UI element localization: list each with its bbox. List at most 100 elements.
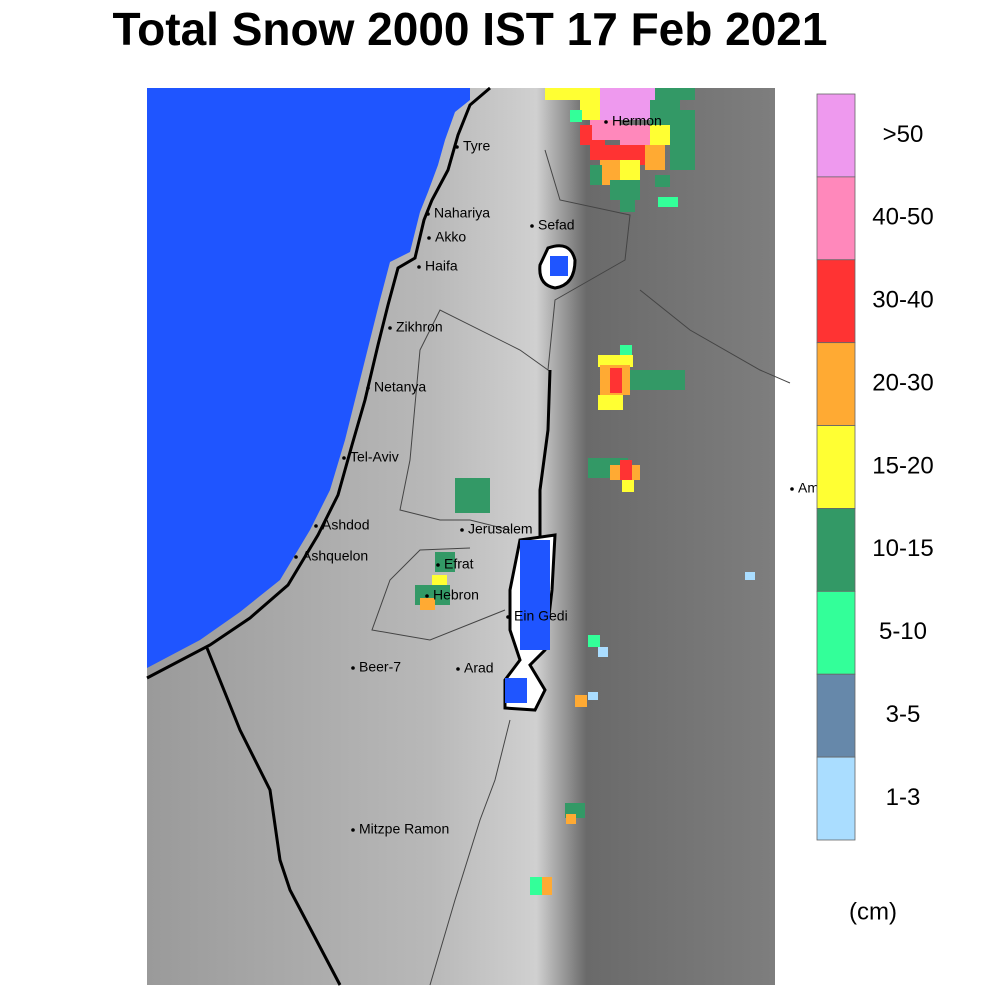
snow-cell xyxy=(620,125,650,145)
snow-cell xyxy=(622,480,634,492)
legend-label: 30-40 xyxy=(872,287,933,314)
snow-cell xyxy=(610,368,622,393)
legend-swatch xyxy=(816,259,856,344)
city-dot xyxy=(790,487,794,491)
unit-label: (cm) xyxy=(849,898,897,925)
city-label: Netanya xyxy=(374,379,426,395)
snow-cell xyxy=(600,160,620,185)
city-dot xyxy=(427,236,431,240)
lake xyxy=(550,256,568,276)
snow-cell xyxy=(630,370,685,390)
snow-cell xyxy=(570,110,582,122)
legend-label: 40-50 xyxy=(872,204,933,231)
legend-swatch xyxy=(816,425,856,509)
city-dot xyxy=(426,212,430,216)
city-dot xyxy=(314,524,318,528)
city-dot xyxy=(455,145,459,149)
snow-cell xyxy=(620,460,632,480)
city-label: Ashquelon xyxy=(302,548,368,564)
snow-cell xyxy=(600,88,655,100)
city-label: Nahariya xyxy=(434,205,490,221)
city-dot xyxy=(351,666,355,670)
lake xyxy=(520,540,550,650)
snow-cell xyxy=(545,88,600,100)
legend-label: 1-3 xyxy=(886,784,921,811)
city-dot xyxy=(342,456,346,460)
snow-cell xyxy=(620,200,635,212)
city-label: Tel-Aviv xyxy=(350,449,399,465)
snow-cell xyxy=(598,395,623,410)
city-label: Ashdod xyxy=(322,517,369,533)
city-dot xyxy=(436,563,440,567)
city-label: Hebron xyxy=(433,587,479,603)
title: Total Snow 2000 IST 17 Feb 2021 xyxy=(113,3,828,55)
border xyxy=(429,719,511,986)
city-label: Jerusalem xyxy=(468,521,533,537)
city-label: Zikhron xyxy=(396,319,443,335)
snow-cell xyxy=(588,692,598,700)
legend-label: 3-5 xyxy=(886,701,921,728)
legend-swatch xyxy=(816,590,856,675)
snow-cell xyxy=(745,572,755,580)
sea xyxy=(147,88,470,668)
border xyxy=(639,289,791,384)
legend-swatch xyxy=(816,756,856,841)
legend-swatch xyxy=(816,93,856,178)
city-label: Akko xyxy=(435,229,466,245)
legend-label: 15-20 xyxy=(872,452,933,479)
snow-cell xyxy=(645,145,665,170)
border xyxy=(205,647,342,986)
city-dot xyxy=(530,224,534,228)
snow-cell xyxy=(590,140,605,160)
city-label: Tyre xyxy=(463,138,490,154)
snow-cell xyxy=(598,355,633,367)
snow-cell xyxy=(655,175,670,187)
border xyxy=(399,149,631,531)
snow-cell xyxy=(670,110,695,170)
legend-swatch xyxy=(816,673,856,758)
border xyxy=(538,369,552,540)
snow-cell xyxy=(455,478,490,513)
city-label: Hermon xyxy=(612,113,662,129)
city-label: Arad xyxy=(464,660,494,676)
snow-cell xyxy=(588,635,600,647)
city-label: Haifa xyxy=(425,258,458,274)
city-dot xyxy=(460,528,464,532)
snow-cell xyxy=(566,814,576,824)
snow-cell xyxy=(655,88,695,100)
snow-cell xyxy=(620,160,640,180)
snow-cell xyxy=(575,695,587,707)
coastline xyxy=(146,86,491,680)
city-dot xyxy=(366,386,370,390)
snow-cell xyxy=(600,100,650,120)
snow-cell xyxy=(580,125,592,145)
snow-cell xyxy=(435,552,455,572)
city-dot xyxy=(456,667,460,671)
legend-label: >50 xyxy=(883,121,924,148)
city-dot xyxy=(425,594,429,598)
city-dot xyxy=(417,265,421,269)
border xyxy=(371,547,506,641)
legend-swatch xyxy=(816,176,856,261)
city-label: Mitzpe Ramon xyxy=(359,821,449,837)
snow-cell xyxy=(530,877,542,895)
snow-cell xyxy=(580,100,600,120)
legend-label: 20-30 xyxy=(872,369,933,396)
snow-cell xyxy=(590,120,620,140)
legend-swatch xyxy=(816,342,856,426)
city-dot xyxy=(604,120,608,124)
city-label: Efrat xyxy=(444,556,474,572)
lake xyxy=(505,678,527,703)
city-label: Beer-7 xyxy=(359,659,401,675)
legend-swatch xyxy=(816,508,856,592)
city-dot xyxy=(506,615,510,619)
snow-cell xyxy=(610,180,640,200)
city-dot xyxy=(294,555,298,559)
snow-cell xyxy=(542,877,552,895)
snow-cell xyxy=(420,598,435,610)
city-label: Ein Gedi xyxy=(514,608,568,624)
legend-label: 10-15 xyxy=(872,535,933,562)
snow-cell xyxy=(658,197,678,207)
snow-cell xyxy=(650,125,670,145)
